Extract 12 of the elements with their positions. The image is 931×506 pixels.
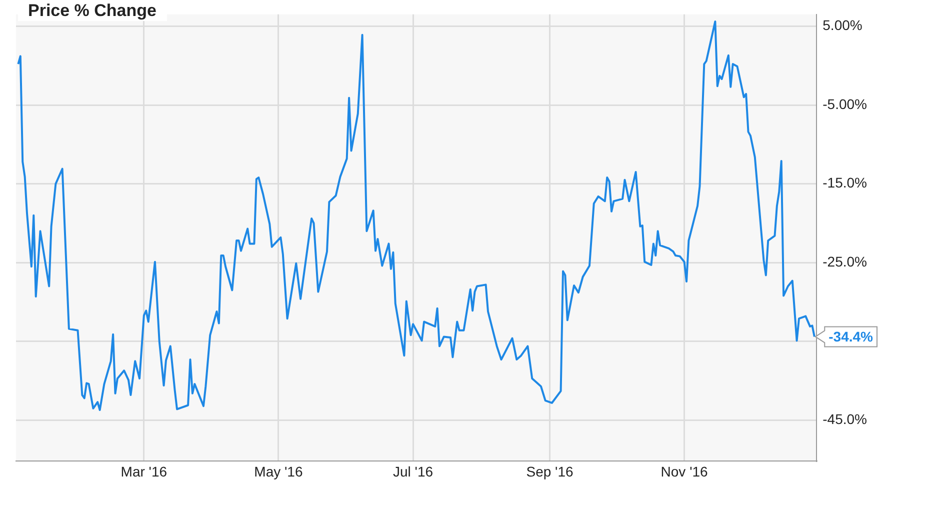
x-tick-label: Nov '16 bbox=[660, 463, 708, 480]
y-tick-label: -25.0% bbox=[822, 253, 867, 270]
y-tick-label: -15.0% bbox=[822, 174, 867, 191]
y-tick-label: -45.0% bbox=[822, 411, 867, 428]
x-tick-label: Sep '16 bbox=[526, 463, 574, 480]
x-tick-label: Jul '16 bbox=[392, 463, 434, 480]
x-tick-label: Mar '16 bbox=[120, 463, 168, 480]
y-tick-label: 5.00% bbox=[822, 17, 862, 34]
x-tick-label: May '16 bbox=[254, 463, 303, 480]
chart-title: Price % Change bbox=[18, 1, 166, 21]
annotation: -34.4% bbox=[828, 328, 874, 345]
y-tick-label: -5.00% bbox=[822, 96, 867, 112]
